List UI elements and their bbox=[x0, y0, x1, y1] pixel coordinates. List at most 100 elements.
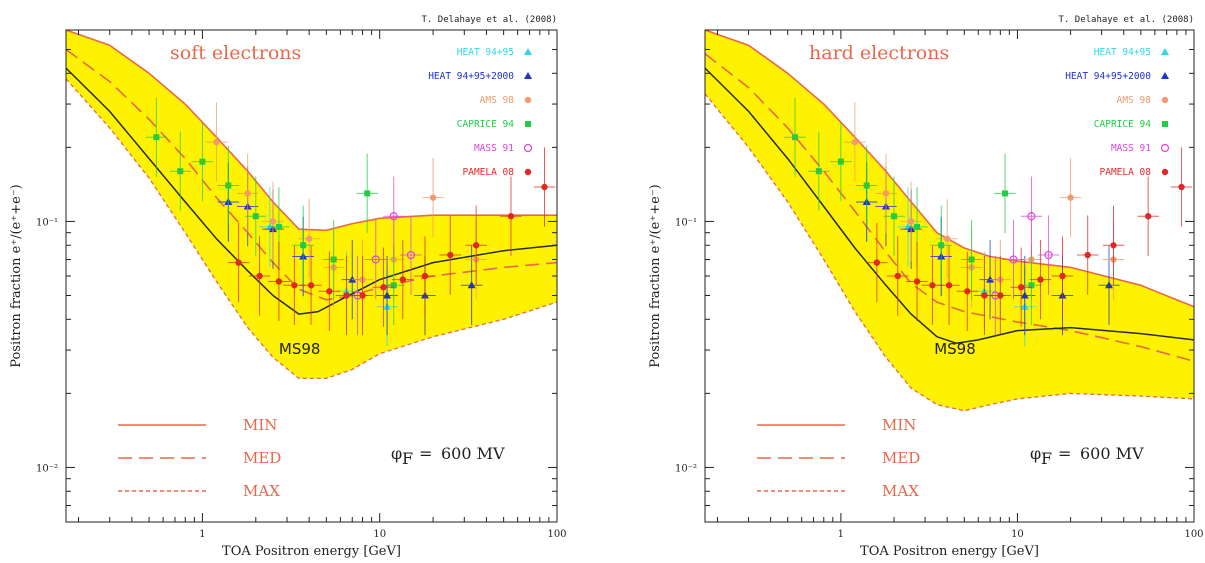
data-point bbox=[244, 190, 251, 197]
data-point bbox=[981, 292, 988, 299]
credit-text: T. Delahaye et al. (2008) bbox=[1059, 15, 1194, 25]
data-point bbox=[1067, 194, 1074, 201]
data-point bbox=[1178, 183, 1185, 191]
chart-panel-2: 1 10 100 10⁻² 10⁻¹ TOA Positron energy [GeV] P… bbox=[648, 15, 1204, 559]
y-axis-title: Positron fraction e⁺/(e⁺+e⁻) bbox=[9, 184, 24, 368]
data-point bbox=[269, 218, 277, 225]
data-point bbox=[330, 256, 337, 263]
data-point bbox=[1084, 251, 1091, 259]
data-point bbox=[873, 259, 881, 266]
data-point bbox=[863, 182, 870, 189]
y-tick-label: 10⁻² bbox=[675, 463, 697, 474]
data-point bbox=[371, 255, 380, 264]
x-tick-label: 1 bbox=[199, 529, 205, 540]
data-point bbox=[390, 282, 397, 289]
data-point bbox=[1037, 276, 1044, 283]
data-point bbox=[252, 213, 259, 220]
legend-marker bbox=[523, 143, 533, 153]
data-point bbox=[275, 278, 283, 285]
curve-min bbox=[705, 30, 1194, 308]
legend-label: PAMELA 08 bbox=[463, 167, 515, 178]
data-point bbox=[235, 259, 242, 266]
curve-ms98 bbox=[705, 67, 1194, 344]
curve-min bbox=[66, 30, 557, 232]
data-point bbox=[894, 272, 901, 280]
data-point bbox=[837, 158, 844, 165]
data-point bbox=[1028, 282, 1035, 289]
x-tick-label: 100 bbox=[1184, 529, 1203, 540]
x-axis-title: TOA Positron energy [GeV] bbox=[222, 544, 401, 559]
phi-equals: = bbox=[419, 444, 432, 463]
uncertainty-band bbox=[66, 30, 557, 379]
data-point bbox=[472, 242, 480, 249]
data-point bbox=[882, 190, 890, 197]
legend-label: AMS 98 bbox=[1117, 95, 1152, 106]
data-point bbox=[507, 213, 515, 220]
data-point bbox=[929, 282, 936, 289]
curve-max bbox=[705, 93, 1194, 412]
data-legend: HEAT 94+95 HEAT 94+95+2000 AMS 98 CAPRICE 9… bbox=[428, 47, 533, 178]
data-point bbox=[225, 182, 232, 189]
phi-subscript: F bbox=[1041, 449, 1052, 468]
legend-label: AMS 98 bbox=[480, 95, 515, 106]
curve-med bbox=[705, 53, 1194, 363]
y-tick-label: 10⁻¹ bbox=[675, 217, 697, 228]
data-point bbox=[153, 134, 160, 141]
data-point bbox=[307, 282, 315, 289]
data-point bbox=[1044, 250, 1053, 260]
credit-text: T. Delahaye et al. (2008) bbox=[422, 15, 557, 25]
line-legend-label: MAX bbox=[882, 482, 919, 500]
x-axis-title: TOA Positron energy [GeV] bbox=[860, 544, 1039, 559]
legend-marker bbox=[525, 121, 531, 127]
data-point bbox=[1017, 284, 1025, 291]
line-legend-label: MAX bbox=[243, 482, 280, 500]
data-point bbox=[421, 272, 429, 280]
legend-label: PAMELA 08 bbox=[1100, 167, 1152, 178]
data-point bbox=[1020, 291, 1029, 299]
y-tick-label: 10⁻¹ bbox=[36, 217, 58, 228]
data-point bbox=[343, 292, 350, 299]
data-point bbox=[359, 292, 366, 299]
line-legend: MIN MED MAX bbox=[118, 416, 281, 500]
series-ams-98 bbox=[844, 102, 1125, 320]
x-tick-label: 1 bbox=[838, 529, 844, 540]
data-point bbox=[815, 168, 822, 175]
legend-marker bbox=[1161, 168, 1169, 176]
data-point bbox=[447, 251, 454, 259]
panel-title: hard electrons bbox=[809, 42, 949, 64]
data-point bbox=[792, 134, 799, 141]
data-point bbox=[199, 158, 206, 165]
legend-marker bbox=[1162, 121, 1168, 127]
legend-marker bbox=[1161, 48, 1169, 55]
line-legend-label: MIN bbox=[243, 416, 277, 434]
legend-label: HEAT 94+95+2000 bbox=[1065, 71, 1151, 82]
data-point bbox=[968, 256, 975, 263]
data-point bbox=[389, 212, 398, 221]
data-point bbox=[1104, 281, 1113, 289]
x-tick-label: 100 bbox=[547, 529, 566, 540]
x-tick-label: 10 bbox=[1011, 529, 1024, 540]
data-point bbox=[399, 276, 407, 283]
data-point bbox=[914, 223, 921, 230]
legend-marker bbox=[524, 72, 532, 79]
data-point bbox=[913, 278, 921, 285]
legend-label: HEAT 94+95 bbox=[1094, 47, 1151, 58]
data-point bbox=[1110, 242, 1117, 249]
y-axis-title: Positron fraction e⁺/(e⁺+e⁻) bbox=[648, 184, 663, 368]
legend-label: MASS 91 bbox=[1111, 143, 1151, 154]
data-point bbox=[907, 218, 915, 225]
data-point bbox=[1009, 255, 1018, 264]
phi-symbol: φ bbox=[1030, 444, 1041, 463]
legend-marker bbox=[524, 168, 532, 176]
x-tick-label: 10 bbox=[373, 529, 386, 540]
ms98-label: MS98 bbox=[934, 340, 976, 358]
data-point bbox=[275, 223, 282, 230]
legend-label: HEAT 94+95+2000 bbox=[428, 71, 514, 82]
phi-value: 600 MV bbox=[441, 444, 505, 463]
data-point bbox=[964, 288, 971, 295]
data-point bbox=[291, 282, 298, 289]
chart-panel-1: 1 10 100 10⁻² 10⁻¹ TOA Positron energy [GeV] P… bbox=[9, 15, 567, 559]
data-point bbox=[541, 183, 548, 191]
phi-subscript: F bbox=[402, 449, 413, 468]
